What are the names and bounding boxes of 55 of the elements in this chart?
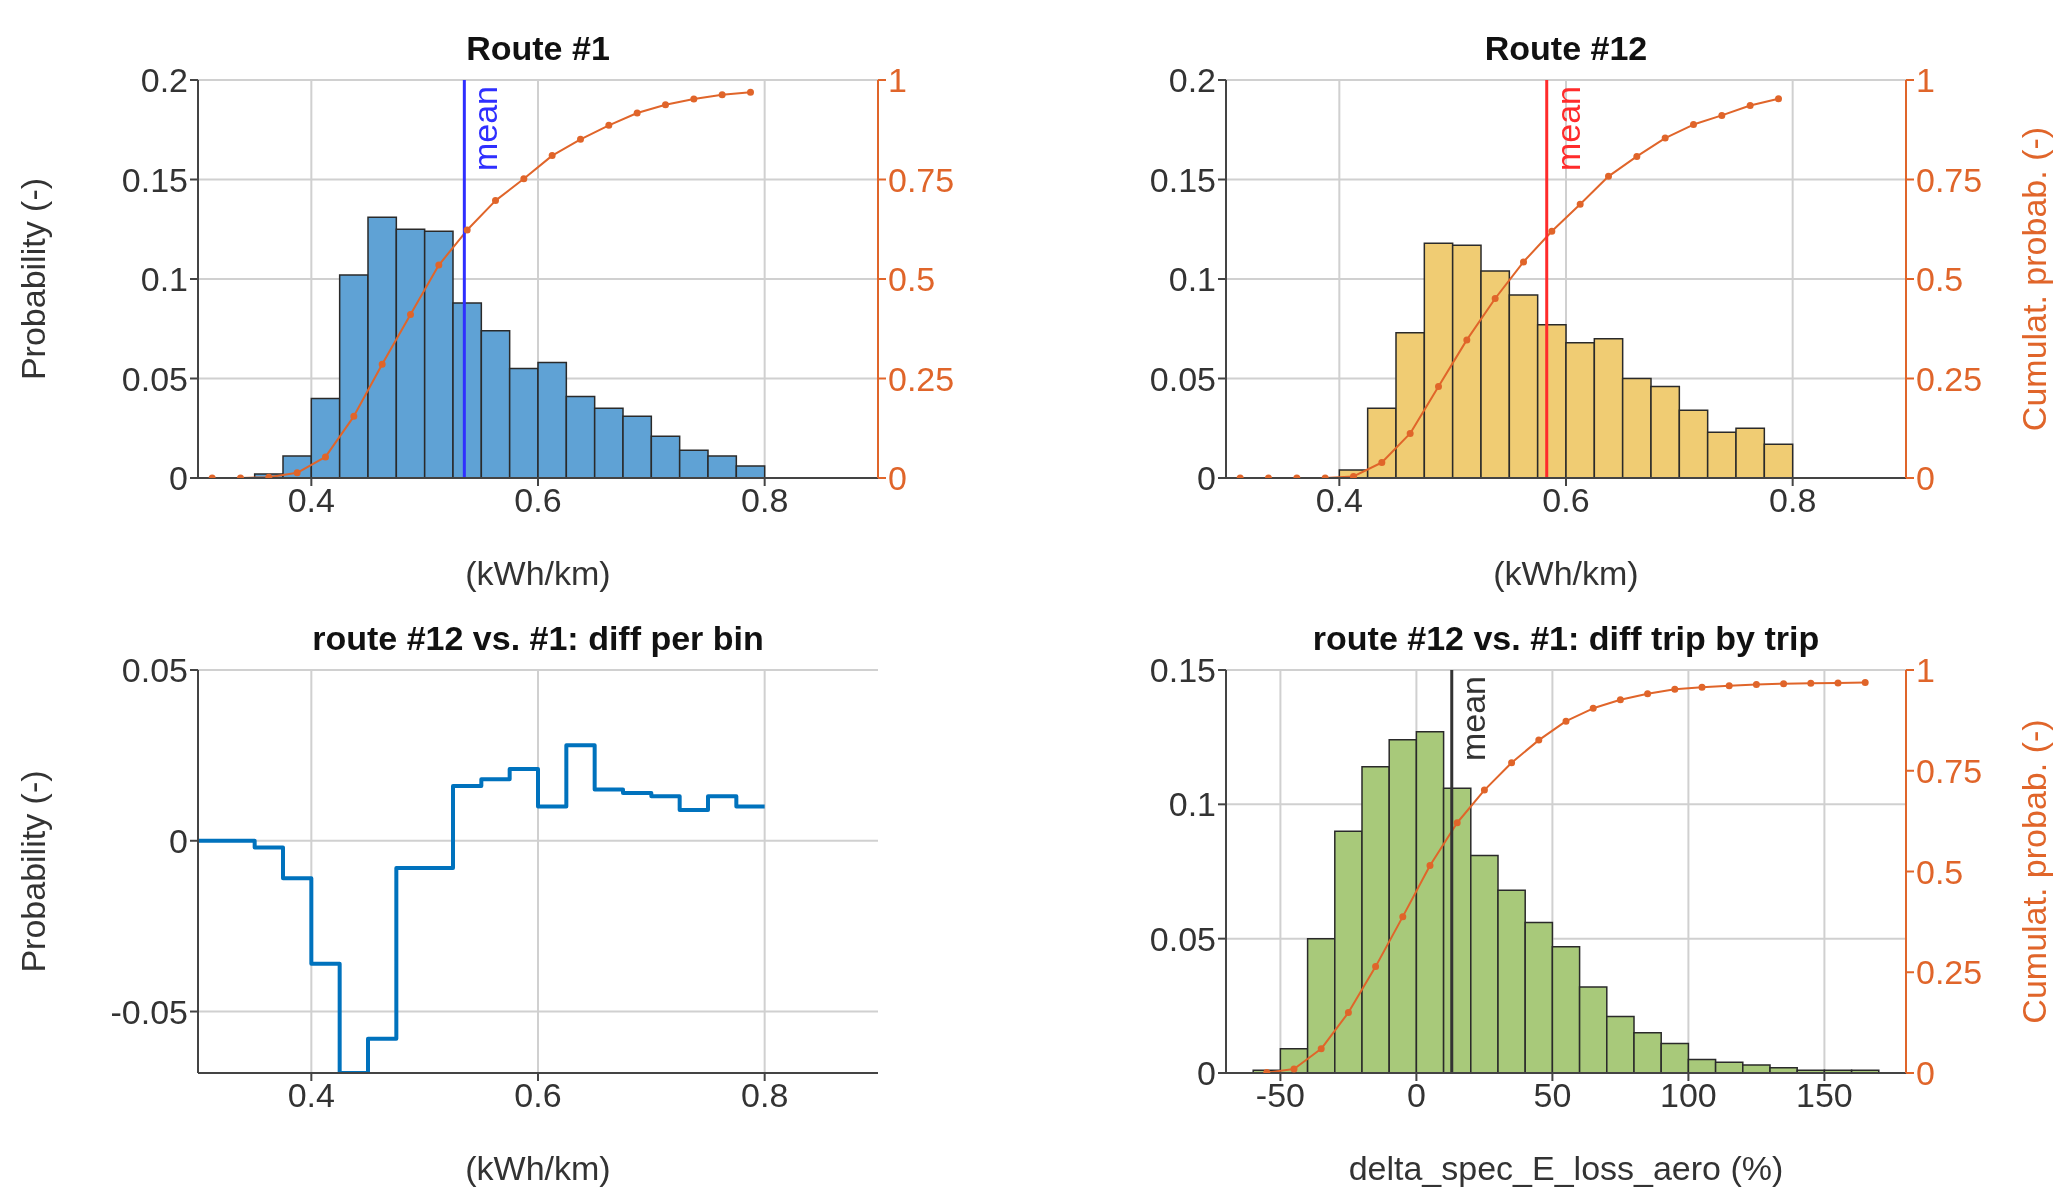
x-tick-label: 150	[1796, 1076, 1853, 1115]
chart-title: Route #12	[1484, 29, 1648, 67]
y-tick-label: 0.05	[121, 651, 188, 690]
x-axis-title: delta_spec_E_loss_aero (%)	[1348, 1149, 1784, 1187]
y-tick-label: 0.1	[140, 260, 188, 299]
x-tick-label: 0.4	[1315, 481, 1363, 520]
y2-tick-label: 1	[1916, 61, 1935, 100]
y-axis-title: Probability (-)	[14, 177, 53, 381]
x-tick-label: 0.8	[1769, 481, 1817, 520]
x-tick-label: 0.8	[741, 481, 789, 520]
y2-tick-label: 0.75	[1916, 160, 1983, 199]
y2-tick-label: 1	[1916, 651, 1935, 690]
y-tick-label: 0.2	[1168, 61, 1216, 100]
ref-line-label: mean	[1548, 86, 1587, 172]
x-tick-label: -50	[1255, 1076, 1305, 1115]
x-axis-title: (kWh/km)	[465, 1149, 611, 1187]
y-tick-label: -0.05	[110, 992, 188, 1031]
y-axis-title: Probability (-)	[14, 770, 53, 973]
x-tick-label: 100	[1660, 1076, 1717, 1115]
y-tick-label: 0.15	[121, 160, 188, 199]
y2-tick-label: 0.25	[1916, 953, 1983, 992]
y-tick-label: 0.2	[140, 61, 188, 100]
x-axis-title: (kWh/km)	[465, 554, 611, 592]
x-tick-label: 50	[1533, 1076, 1572, 1115]
y-tick-label: 0.05	[1149, 919, 1216, 958]
x-tick-label: 0.4	[287, 1076, 335, 1115]
y-tick-label: 0.15	[1149, 160, 1216, 199]
y2-tick-label: 0.75	[888, 160, 955, 199]
y2-tick-label: 0.5	[1916, 260, 1964, 299]
y2-axis-title: Cumulat. probab. (-)	[2015, 719, 2054, 1024]
y2-tick-label: 1	[888, 61, 907, 100]
y-tick-label: 0.05	[1149, 359, 1216, 398]
y-tick-label: 0.15	[1149, 651, 1216, 690]
ref-line-label: mean	[1453, 676, 1492, 762]
y-tick-label: 0.1	[1168, 260, 1216, 299]
y2-axis-title: Cumulat. probab. (-)	[2015, 126, 2054, 432]
x-tick-label: 0.6	[514, 1076, 562, 1115]
y2-tick-label: 0.5	[1916, 852, 1964, 891]
ref-line-label: mean	[466, 86, 505, 172]
x-axis-title: (kWh/km)	[1493, 554, 1639, 592]
x-tick-label: 0.6	[1542, 481, 1590, 520]
x-tick-label: 0.8	[741, 1076, 789, 1115]
y2-tick-label: 0.25	[1916, 359, 1983, 398]
x-tick-label: 0.4	[287, 481, 335, 520]
y-tick-label: 0.05	[121, 359, 188, 398]
chart-title: Route #1	[466, 29, 610, 67]
y2-tick-label: 0.25	[888, 359, 955, 398]
chart-title: route #12 vs. #1: diff per bin	[312, 619, 764, 657]
chart-title: route #12 vs. #1: diff trip by trip	[1312, 619, 1820, 657]
x-tick-label: 0	[1406, 1076, 1426, 1115]
y-tick-label: 0.1	[1168, 785, 1216, 824]
x-tick-label: 0.6	[514, 481, 562, 520]
y2-tick-label: 0.75	[1916, 751, 1983, 790]
y-tick-label: 0	[169, 821, 188, 860]
y2-tick-label: 0.5	[888, 260, 936, 299]
